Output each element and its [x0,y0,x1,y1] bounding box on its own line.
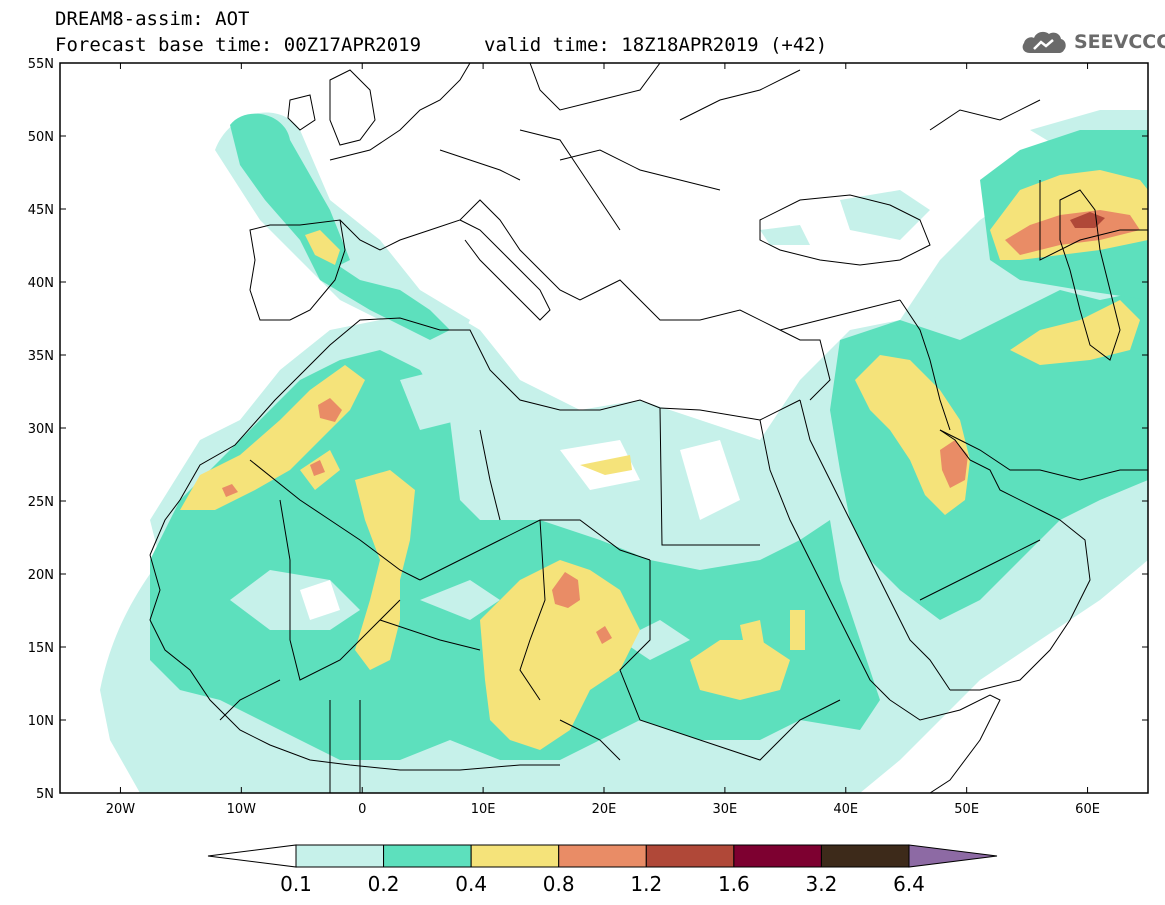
latitude-axis: 55N 50N 45N 40N 35N 30N 25N 20N 15N 10N 5N [28,57,1148,802]
lat-label: 55N [28,57,54,72]
valid-time: valid time: 18Z18APR2019 (+42) [484,34,828,56]
map-title: DREAM8-assim: AOT [55,8,250,30]
colorbar-swatch [295,844,385,868]
longitude-axis: 20W 10W 0 10E 20E 30E 40E 50E 60E [106,63,1100,817]
lon-label: 20W [106,802,136,817]
colorbar-swatch [470,844,560,868]
colorbar-swatch [383,844,472,868]
logo-text: SEEVCCC [1074,31,1165,53]
lon-label: 50E [954,802,979,817]
colorbar-level-label: 3.2 [806,872,838,896]
colorbar-level-label: 6.4 [893,872,925,896]
colorbar-level-label: 0.1 [280,872,312,896]
colorbar: 0.1 0.2 0.4 0.8 1.2 1.6 3.2 6.4 [207,844,998,896]
colorbar-swatch [820,844,910,868]
lon-label: 20E [592,802,617,817]
colorbar-level-label: 0.4 [455,872,487,896]
colorbar-under-triangle [207,844,297,868]
lat-label: 25N [28,495,54,510]
lat-label: 20N [28,568,54,583]
coastlines-borders [149,63,1148,793]
logo: SEEVCCC [1020,24,1165,60]
lat-label: 5N [36,787,54,802]
colorbar-level-label: 1.2 [630,872,662,896]
lon-label: 30E [713,802,738,817]
colorbar-over-triangle [908,844,998,868]
cloud-icon [1022,31,1066,53]
colorbar-level-label: 0.2 [368,872,400,896]
aot-contour-layer [100,110,1148,793]
lat-label: 45N [28,203,54,218]
colorbar-swatch [558,844,647,868]
colorbar-level-label: 1.6 [718,872,750,896]
colorbar-swatch [733,844,822,868]
aot-level-below-0-1 [300,440,740,620]
forecast-base-time: Forecast base time: 00Z17APR2019 [55,34,422,56]
colorbar-level-label: 0.8 [543,872,575,896]
lat-label: 30N [28,422,54,437]
lat-label: 35N [28,349,54,364]
lat-label: 10N [28,714,54,729]
lat-label: 15N [28,641,54,656]
lon-label: 0 [358,802,366,817]
aot-level-0-8 [222,210,1140,644]
colorbar-swatch [645,844,735,868]
lon-label: 10W [227,802,257,817]
lon-label: 60E [1075,802,1100,817]
lon-label: 40E [833,802,858,817]
lon-label: 10E [471,802,496,817]
lat-label: 50N [28,130,54,145]
lat-label: 40N [28,276,54,291]
